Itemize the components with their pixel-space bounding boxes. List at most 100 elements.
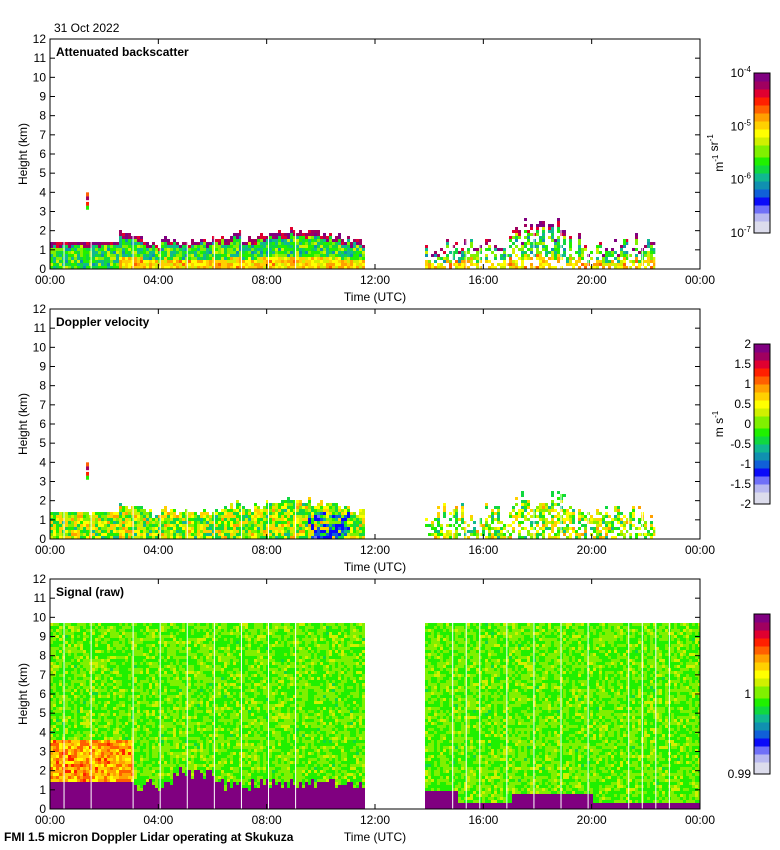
heatmap-cell [566, 512, 569, 515]
heatmap-cell [440, 248, 443, 251]
heatmap-cell [302, 533, 305, 536]
heatmap-cell [62, 740, 65, 743]
heatmap-cell [281, 251, 284, 254]
heatmap-cell [497, 263, 500, 266]
heatmap-cell [614, 263, 617, 266]
heatmap-cell [293, 530, 296, 533]
heatmap-cell [650, 251, 653, 254]
heatmap-cell [86, 719, 89, 722]
heatmap-cell [101, 737, 104, 740]
heatmap-cell [77, 527, 80, 530]
heatmap-cell [329, 512, 332, 515]
heatmap-cell [263, 506, 266, 509]
heatmap-cell [524, 506, 527, 509]
heatmap-cell [167, 515, 170, 518]
heatmap-cell [545, 527, 548, 530]
heatmap-cell [119, 698, 122, 701]
heatmap-cell [68, 647, 71, 650]
heatmap-cell [68, 653, 71, 656]
heatmap-cell [173, 533, 176, 536]
heatmap-cell [485, 527, 488, 530]
heatmap-cell [329, 233, 332, 236]
heatmap-cell [98, 740, 101, 743]
heatmap-cell [113, 767, 116, 770]
heatmap-cell [353, 263, 356, 266]
heatmap-cell [116, 536, 119, 539]
heatmap-cell [89, 704, 92, 707]
heatmap-cell [350, 263, 353, 266]
heatmap-cell [50, 800, 53, 803]
heatmap-cell [113, 698, 116, 701]
heatmap-cell [254, 506, 257, 509]
colorbar-swatch [754, 344, 770, 349]
heatmap-cell [98, 515, 101, 518]
heatmap-cell [230, 503, 233, 506]
heatmap-cell [134, 506, 137, 509]
heatmap-cell [74, 260, 77, 263]
heatmap-cell [95, 743, 98, 746]
heatmap-cell [248, 530, 251, 533]
heatmap-cell [269, 524, 272, 527]
heatmap-cell [50, 806, 53, 809]
heatmap-cell [110, 662, 113, 665]
heatmap-cell [86, 689, 89, 692]
heatmap-cell [302, 518, 305, 521]
heatmap-cell [212, 236, 215, 239]
heatmap-cell [71, 803, 74, 806]
heatmap-cell [305, 248, 308, 251]
heatmap-cell [269, 254, 272, 257]
heatmap-cell [95, 788, 98, 791]
heatmap-cell [89, 635, 92, 638]
heatmap-cell [74, 734, 77, 737]
heatmap-cell [71, 656, 74, 659]
heatmap-cell [110, 257, 113, 260]
heatmap-cell [599, 518, 602, 521]
heatmap-cell [509, 236, 512, 239]
heatmap-cell [107, 518, 110, 521]
heatmap-cell [470, 515, 473, 518]
heatmap-cell [557, 227, 560, 230]
heatmap-cell [551, 230, 554, 233]
heatmap-cell [140, 515, 143, 518]
heatmap-cell [107, 260, 110, 263]
heatmap-cell [131, 512, 134, 515]
heatmap-cell [119, 647, 122, 650]
heatmap-cell [500, 521, 503, 524]
heatmap-cell [140, 521, 143, 524]
heatmap-cell [140, 536, 143, 539]
heatmap-cell [524, 509, 527, 512]
heatmap-cell [104, 515, 107, 518]
heatmap-cell [257, 521, 260, 524]
heatmap-cell [329, 239, 332, 242]
heatmap-cell [53, 698, 56, 701]
heatmap-cell [116, 803, 119, 806]
heatmap-cell [509, 260, 512, 263]
heatmap-cell [251, 257, 254, 260]
heatmap-cell [86, 638, 89, 641]
heatmap-cell [158, 248, 161, 251]
heatmap-cell [77, 797, 80, 800]
heatmap-cell [116, 698, 119, 701]
heatmap-cell [284, 260, 287, 263]
heatmap-cell [62, 251, 65, 254]
heatmap-cell [101, 689, 104, 692]
heatmap-cell [68, 743, 71, 746]
heatmap-cell [545, 503, 548, 506]
heatmap-cell [653, 257, 656, 260]
heatmap-cell [281, 260, 284, 263]
heatmap-cell [320, 509, 323, 512]
heatmap-cell [155, 254, 158, 257]
heatmap-cell [479, 521, 482, 524]
heatmap-cell [92, 722, 95, 725]
heatmap-cell [77, 647, 80, 650]
heatmap-cell [338, 251, 341, 254]
heatmap-cell [443, 515, 446, 518]
heatmap-cell [191, 536, 194, 539]
heatmap-cell [260, 239, 263, 242]
heatmap-cell [77, 767, 80, 770]
heatmap-cell [95, 512, 98, 515]
heatmap-cell [545, 248, 548, 251]
heatmap-cell [518, 248, 521, 251]
heatmap-cell [98, 656, 101, 659]
heatmap-cell [476, 533, 479, 536]
